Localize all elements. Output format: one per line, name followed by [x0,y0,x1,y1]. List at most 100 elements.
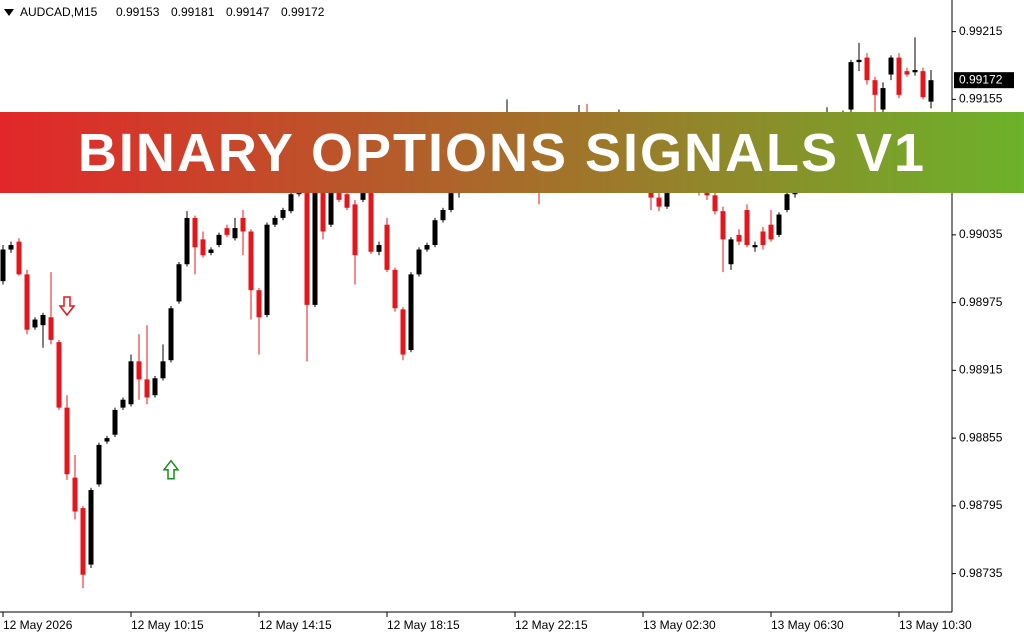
candle-body [856,59,862,63]
candle-body [896,57,902,95]
candle-body [720,211,726,240]
candle-body [176,264,182,302]
x-tick-label: 12 May 2026 [3,618,73,632]
candle-body [848,62,854,110]
x-tick-label: 12 May 18:15 [387,618,460,632]
candle-body [928,80,934,102]
candle-body [264,224,270,316]
candle-body [304,189,310,305]
candle-body [888,57,894,75]
x-tick-label: 12 May 22:15 [515,618,588,632]
candle-body [784,194,790,211]
candle-body [320,189,326,232]
candle-body [144,379,150,398]
candle-body [752,245,758,248]
candle-body [232,228,238,239]
x-tick-label: 12 May 10:15 [131,618,204,632]
candle-body [160,361,166,379]
candle-body [384,224,390,270]
candle-body [208,249,214,253]
candle-body [128,361,134,405]
candle-body [712,195,718,212]
candle-body [376,245,382,252]
y-tick-label: 0.99035 [959,227,1003,241]
symbol-label: AUDCAD,M15 [20,5,98,19]
y-tick-label: 0.99215 [959,24,1003,38]
open-label: 0.99153 [116,5,160,19]
candle-body [328,185,334,225]
candle-body [224,228,230,235]
candle-body [912,70,918,73]
candle-body [744,210,750,246]
y-tick-label: 0.98795 [959,498,1003,512]
candle-body [280,210,286,218]
candle-body [448,193,454,211]
candle-body [24,274,30,330]
candle-body [240,217,246,232]
candle-body [880,88,886,110]
candle-body [200,239,206,256]
candle-body [168,308,174,361]
x-tick-label: 13 May 06:30 [771,618,844,632]
y-tick-label: 0.98855 [959,430,1003,444]
y-tick-label: 0.98975 [959,295,1003,309]
candle-body [344,194,350,208]
low-label: 0.99147 [226,5,270,19]
high-label: 0.99181 [171,5,215,19]
candle-body [184,217,190,265]
candle-body [440,210,446,221]
candle-body [112,409,118,435]
candle-body [352,204,358,256]
candle-body [256,290,262,318]
x-tick-label: 13 May 02:30 [643,618,716,632]
x-tick-label: 12 May 14:15 [259,618,332,632]
candle-body [392,269,398,309]
candle-body [152,378,158,396]
menu-triangle[interactable] [4,9,14,16]
candle-body [248,231,254,291]
candle-body [768,224,774,240]
banner-title: BINARY OPTIONS SIGNALS V1 [78,123,926,183]
current-price-label: 0.99172 [959,72,1003,86]
candle-body [120,399,126,408]
close-label: 0.99172 [281,5,325,19]
candle-body [288,194,294,212]
candle-body [872,80,878,95]
candle-body [192,217,198,248]
candle-body [400,309,406,355]
candle-body [216,234,222,246]
candle-body [40,315,46,326]
candle-body [32,319,38,328]
candle-body [0,249,6,282]
candle-body [48,317,54,340]
candle-body [272,217,278,225]
candle-body [368,185,374,252]
candle-body [336,189,342,200]
candle-body [664,181,670,207]
candle-body [312,189,318,305]
candle-body [72,477,78,512]
candle-body [432,220,438,246]
candle-body [656,197,662,207]
candle-body [88,490,94,565]
candle-body [64,407,70,475]
candle-body [728,239,734,265]
candle-body [8,245,14,250]
candle-body [136,361,142,380]
candle-body [416,249,422,275]
candle-body [104,438,110,442]
x-tick-label: 13 May 10:30 [899,618,972,632]
candle-body [776,214,782,235]
candle-body [96,444,102,485]
signal-arrow [162,459,180,480]
candle-body [56,342,62,408]
banner [0,112,1024,193]
candle-body [864,57,870,81]
current-price-box [954,72,1014,89]
candle-body [408,274,414,351]
candle-body [904,71,910,75]
candle-body [760,231,766,246]
candle-body [80,508,86,575]
